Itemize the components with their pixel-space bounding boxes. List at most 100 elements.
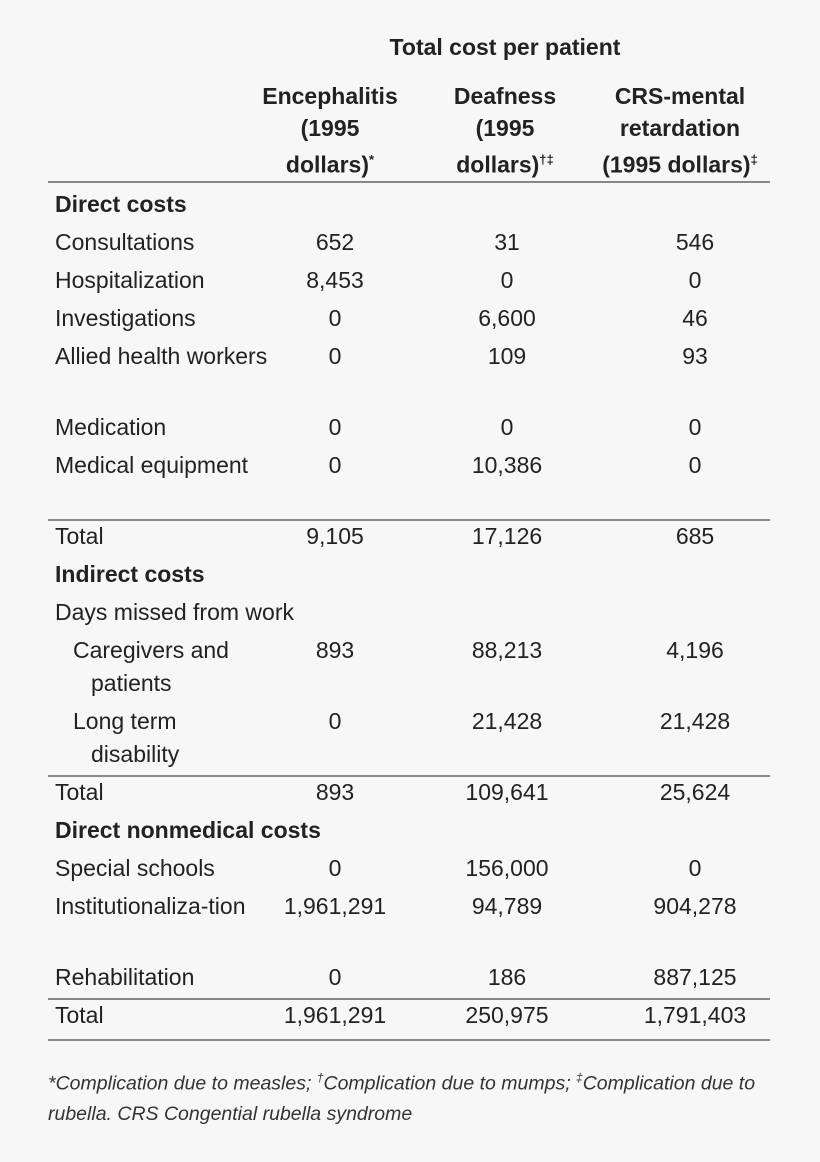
header-line: (1995 [300,115,360,141]
cell-value: 1,791,403 [643,1002,747,1028]
cell-value: 0 [328,305,342,331]
section-heading: Direct nonmedical costs [55,814,770,852]
cell-value: 893 [315,637,355,663]
row-label: Rehabilitation [55,964,195,990]
cell-value: 250,975 [465,1002,549,1028]
row-label: Days missed from work [55,599,294,625]
cell-value: 21,428 [659,708,731,734]
cell-value: 88,213 [471,637,543,663]
table-row: Investigations 0 6,600 46 [55,302,770,340]
total-rule [48,519,770,521]
row-label: Consultations [55,229,195,255]
row-label: Caregivers and patients [73,637,229,696]
cell-value: 10,386 [471,452,543,478]
table-row: Institutionaliza-tion 1,961,291 94,789 904,… [55,890,770,961]
table-row: Hospitalization 8,453 0 0 [55,264,770,302]
table-row: Long term disability 0 21,428 21,428 [55,705,770,776]
cell-value: 0 [328,343,342,369]
cell-value: 0 [328,452,342,478]
cell-value: 6,600 [478,305,536,331]
cell-value: 17,126 [471,523,543,549]
footnote-mark: * [369,152,375,167]
total-rule [48,775,770,777]
table-row: Allied health workers 0 109 93 [55,340,770,411]
cell-value: 0 [500,267,514,293]
cell-value: 46 [682,305,708,331]
cell-value: 8,453 [306,267,364,293]
cell-value: 0 [328,855,342,881]
column-header-encephalitis: Encephalitis (1995 dollars)* [245,80,415,181]
row-label: Medication [55,414,167,440]
row-label: Direct nonmedical costs [55,817,321,843]
cell-value: 186 [487,964,527,990]
row-label: Special schools [55,855,215,881]
cell-value: 9,105 [306,523,364,549]
footnote-text: Complication due to rubella. CRS Congent… [48,1072,756,1125]
section-heading: Indirect costs [55,558,770,596]
cell-value: 0 [688,267,702,293]
bottom-rule [48,1039,770,1041]
row-label: Institutionaliza-tion [55,893,246,919]
cell-value: 25,624 [659,779,731,805]
footnote-mark: ‡ [750,152,758,167]
header-line: Deafness [453,83,557,109]
row-label: Total [55,523,104,549]
cell-value: 904,278 [653,893,737,919]
footnote-mark: ‡ [576,1071,583,1085]
table-row: Special schools 0 156,000 0 [55,852,770,890]
table-body: Direct costs Consultations 652 31 546 Hospita… [55,188,770,1037]
cell-value: 1,961,291 [283,893,387,919]
cell-value: 0 [328,414,342,440]
row-label: Direct costs [55,191,187,217]
total-rule [48,998,770,1000]
cell-value: 887,125 [653,964,737,990]
row-label: Long term disability [73,708,180,767]
row-label: Total [55,1002,104,1028]
cell-value: 0 [328,964,342,990]
cell-value: 0 [688,414,702,440]
row-label: Hospitalization [55,267,205,293]
footnote-text: Complication due to mumps; [323,1072,577,1095]
cell-value: 685 [675,523,715,549]
header-line: (1995 dollars) [602,151,751,178]
header-line: retardation [619,115,741,141]
table-row: Medication 0 0 0 [55,411,770,449]
cell-value: 893 [315,779,355,805]
header-rule [48,181,770,183]
cell-value: 109 [487,343,527,369]
cell-value: 0 [688,855,702,881]
footnote-mark: † [316,1071,324,1085]
cell-value: 0 [500,414,514,440]
cell-value: 0 [688,452,702,478]
cell-value: 156,000 [465,855,549,881]
cell-value: 4,196 [666,637,724,663]
header-line: CRS-mental [614,83,746,109]
section-heading: Direct costs [55,188,770,226]
header-line: Encephalitis [262,83,398,109]
row-label: Medical equipment [55,452,249,478]
cell-value: 31 [494,229,520,255]
cell-value: 109,641 [465,779,549,805]
table-row: Medical equipment 0 10,386 0 [55,449,770,520]
footnote-text: Complication due to measles; [55,1072,317,1095]
cell-value: 0 [328,708,342,734]
table-row: Consultations 652 31 546 [55,226,770,264]
table-row: Rehabilitation 0 186 887,125 [55,961,770,999]
cell-value: 1,961,291 [283,1002,387,1028]
cell-value: 546 [675,229,715,255]
column-header-deafness: Deafness (1995 dollars)†‡ [425,80,585,181]
cell-value: 652 [315,229,355,255]
table-title: Total cost per patient [389,34,621,60]
total-row: Total 893 109,641 25,624 [55,776,770,814]
footnote-mark: †‡ [539,152,554,167]
column-header-crs: CRS-mental retardation (1995 dollars)‡ [580,80,780,181]
total-row: Total 9,105 17,126 685 [55,520,770,558]
table-row: Days missed from work [55,596,770,634]
footnote: *Complication due to measles; †Complicat… [48,1063,778,1129]
cell-value: 94,789 [471,893,543,919]
row-label: Allied health workers [55,343,268,369]
total-row: Total 1,961,291 250,975 1,791,403 [55,999,770,1037]
row-label: Total [55,779,104,805]
row-label: Indirect costs [55,561,205,587]
table-row: Caregivers and patients 893 88,213 4,196 [55,634,770,705]
